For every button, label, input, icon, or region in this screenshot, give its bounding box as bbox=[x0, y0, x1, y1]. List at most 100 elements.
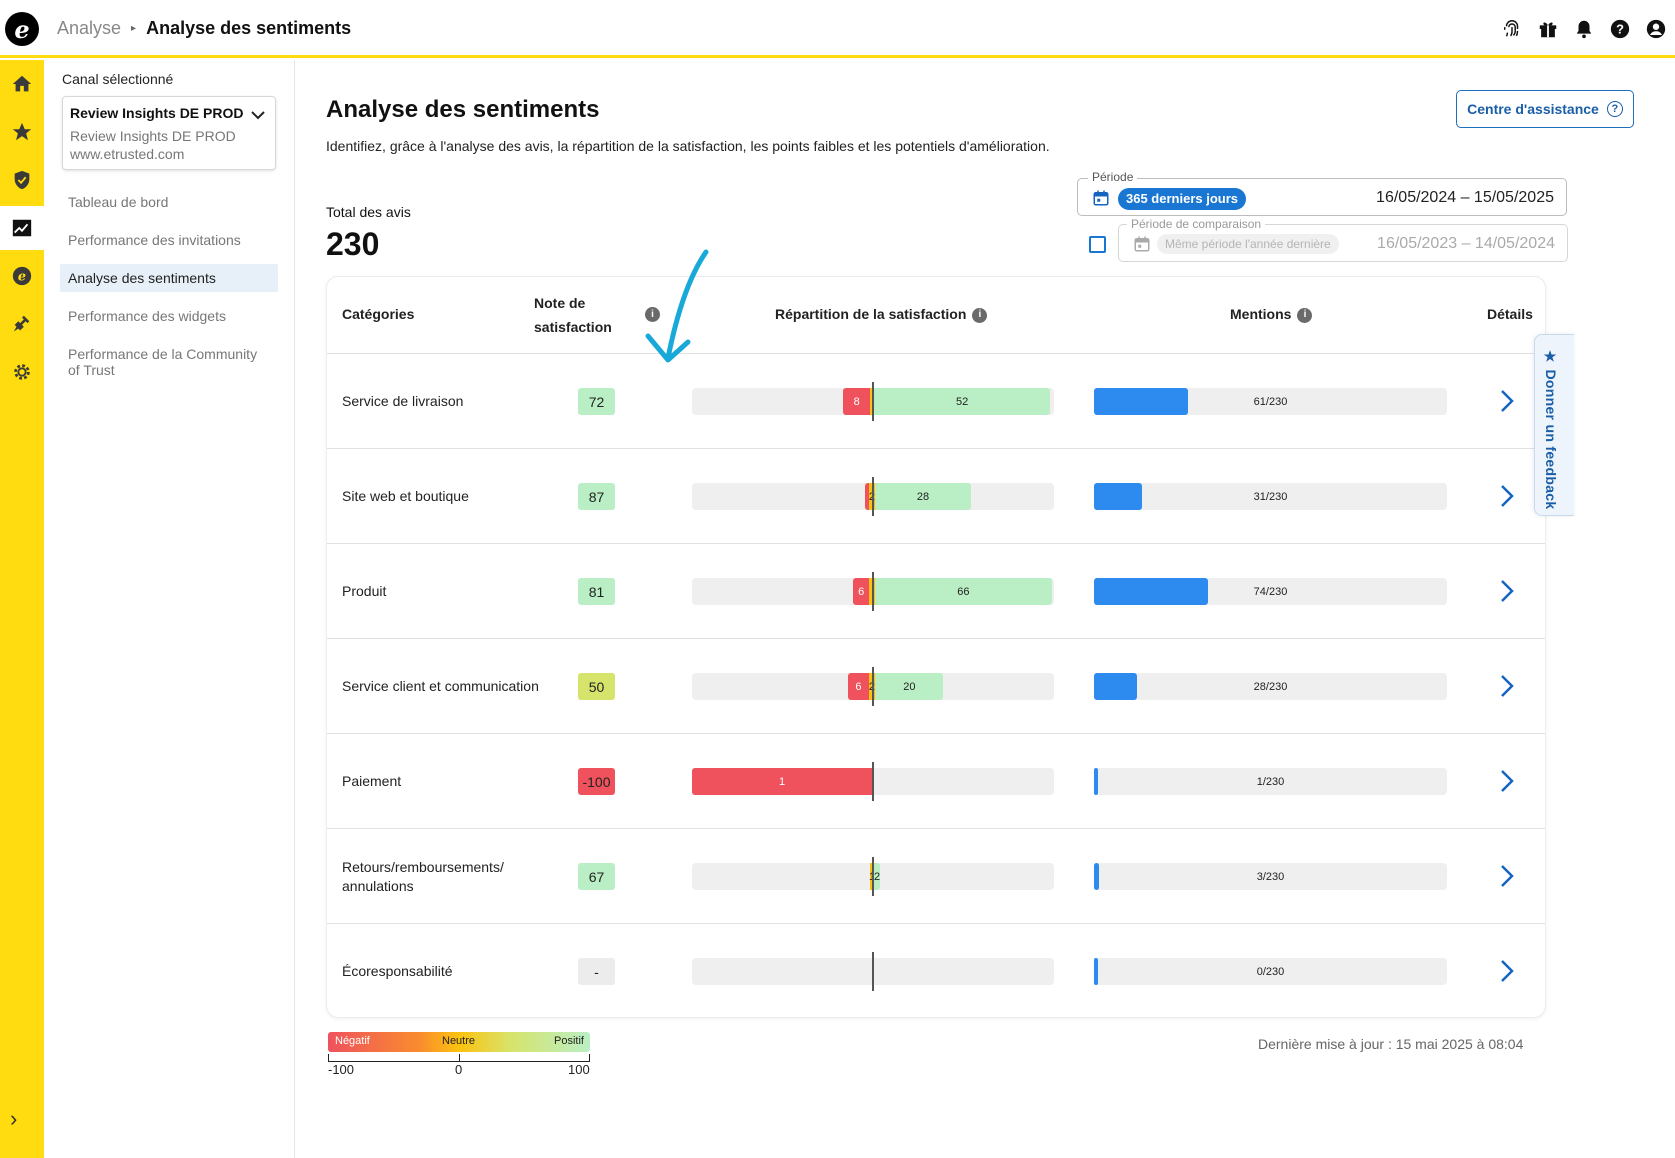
negative-segment[interactable] bbox=[865, 483, 869, 510]
gear-icon[interactable] bbox=[0, 350, 44, 394]
chevron-right-icon[interactable] bbox=[1495, 384, 1519, 418]
mentions-fill bbox=[1094, 483, 1142, 510]
sidebar-item-community[interactable]: Performance de la Community of Trust bbox=[68, 346, 258, 378]
table-row[interactable]: Site web et boutique 87 228 31/230 bbox=[327, 449, 1545, 544]
account-icon[interactable] bbox=[1645, 18, 1667, 40]
distribution-bar: 8 52 bbox=[692, 388, 1054, 415]
negative-segment[interactable]: 6 bbox=[853, 578, 870, 605]
positive-segment[interactable]: 20 bbox=[875, 673, 944, 700]
category-name: Paiement bbox=[342, 773, 402, 789]
satisfaction-score: 81 bbox=[578, 578, 615, 605]
sidebar-item-dashboard[interactable]: Tableau de bord bbox=[68, 194, 169, 210]
feedback-label: ★ Donner un feedback bbox=[1543, 349, 1559, 510]
neutral-segment[interactable] bbox=[869, 578, 875, 605]
negative-segment[interactable]: 6 bbox=[848, 673, 869, 700]
help-icon[interactable]: ? bbox=[1609, 18, 1631, 40]
distribution-midline bbox=[872, 952, 874, 991]
category-name: Écoresponsabilité bbox=[342, 963, 453, 979]
breadcrumb: Analyse ▸ Analyse des sentiments bbox=[57, 18, 351, 39]
chevron-right-icon[interactable] bbox=[1495, 954, 1519, 988]
satisfaction-score: - bbox=[578, 958, 615, 985]
category-name: Retours/remboursements/ annulations bbox=[342, 858, 504, 894]
neutral-segment[interactable] bbox=[870, 388, 874, 415]
distribution-midline bbox=[872, 477, 874, 516]
mentions-bar: 3/230 bbox=[1094, 863, 1447, 890]
negative-segment[interactable]: 1 bbox=[692, 768, 872, 795]
header-mentions: Mentions i bbox=[1230, 302, 1313, 326]
calendar-icon bbox=[1133, 235, 1151, 258]
sidebar-item-invitations[interactable]: Performance des invitations bbox=[68, 232, 241, 248]
satisfaction-score: 50 bbox=[578, 673, 615, 700]
chevron-right-icon[interactable] bbox=[1495, 764, 1519, 798]
page-description: Identifiez, grâce à l'analyse des avis, … bbox=[326, 138, 1050, 154]
expand-rail-icon[interactable]: › bbox=[10, 1106, 18, 1131]
top-bar: e Analyse ▸ Analyse des sentiments ? bbox=[0, 0, 1675, 58]
help-center-button[interactable]: Centre d'assistance ? bbox=[1456, 90, 1634, 128]
period-selector[interactable]: Période 365 derniers jours 16/05/2024 – … bbox=[1077, 170, 1567, 216]
table-header: Catégories Note de satisfaction i Répart… bbox=[327, 277, 1545, 354]
table-row[interactable]: Produit 81 6 66 74/230 bbox=[327, 544, 1545, 639]
chevron-right-icon[interactable] bbox=[1495, 669, 1519, 703]
home-icon[interactable] bbox=[0, 62, 44, 106]
coin-icon[interactable]: e bbox=[0, 254, 44, 298]
sidebar-item-sentiment[interactable]: Analyse des sentiments bbox=[60, 264, 278, 292]
fingerprint-icon[interactable] bbox=[1501, 18, 1523, 40]
positive-segment[interactable]: 28 bbox=[875, 483, 971, 510]
help-center-label: Centre d'assistance bbox=[1467, 101, 1599, 117]
top-icons: ? bbox=[1501, 18, 1667, 40]
chevron-right-icon[interactable] bbox=[1495, 479, 1519, 513]
plug-icon[interactable] bbox=[0, 302, 44, 346]
info-icon[interactable]: i bbox=[645, 307, 660, 322]
total-reviews-value: 230 bbox=[326, 226, 380, 262]
mentions-fill bbox=[1094, 958, 1098, 985]
satisfaction-score: 72 bbox=[578, 388, 615, 415]
table-row[interactable]: Écoresponsabilité - 0/230 bbox=[327, 924, 1545, 1017]
table-row[interactable]: Paiement -100 1 1/230 bbox=[327, 734, 1545, 829]
legend-neutral: Neutre bbox=[442, 1035, 476, 1047]
chevron-down-icon bbox=[251, 107, 265, 123]
feedback-tab[interactable]: ★ Donner un feedback bbox=[1534, 334, 1574, 516]
sidebar-nav: Tableau de bord Performance des invitati… bbox=[60, 188, 278, 394]
positive-segment[interactable]: 52 bbox=[873, 388, 1051, 415]
info-icon[interactable]: i bbox=[1297, 307, 1313, 323]
neutral-segment[interactable]: 2 bbox=[868, 673, 876, 700]
chevron-right-icon[interactable] bbox=[1495, 859, 1519, 893]
satisfaction-score: 87 bbox=[578, 483, 615, 510]
sentiment-table: Catégories Note de satisfaction i Répart… bbox=[326, 276, 1546, 1018]
gift-icon[interactable] bbox=[1537, 18, 1559, 40]
positive-segment[interactable]: 66 bbox=[874, 578, 1052, 605]
svg-text:?: ? bbox=[1616, 22, 1624, 37]
table-row[interactable]: Service client et communication 50 6220 28/… bbox=[327, 639, 1545, 734]
star-icon[interactable] bbox=[0, 110, 44, 154]
positive-segment[interactable]: 2 bbox=[873, 863, 881, 890]
legend-axis-tick bbox=[459, 1054, 460, 1062]
sidebar-item-widgets[interactable]: Performance des widgets bbox=[68, 308, 226, 324]
neutral-segment[interactable]: 2 bbox=[868, 483, 876, 510]
analytics-icon[interactable] bbox=[0, 206, 44, 250]
info-icon[interactable]: i bbox=[972, 307, 988, 323]
shield-icon[interactable] bbox=[0, 158, 44, 202]
chevron-right-icon[interactable] bbox=[1495, 574, 1519, 608]
comparison-chip[interactable]: Même période l'année dernière bbox=[1157, 234, 1339, 254]
header-details: Détails bbox=[1487, 306, 1533, 322]
mentions-count: 61/230 bbox=[1253, 395, 1288, 408]
bell-icon[interactable] bbox=[1573, 18, 1595, 40]
table-row[interactable]: Retours/remboursements/ annulations67123… bbox=[327, 829, 1545, 924]
table-row[interactable]: Service de livraison 72 8 52 61/230 bbox=[327, 354, 1545, 449]
mentions-count: 3/230 bbox=[1256, 870, 1285, 883]
header-distribution-label: Répartition de la satisfaction bbox=[775, 306, 967, 322]
comparison-period-selector[interactable]: Période de comparaison Même période l'an… bbox=[1118, 217, 1568, 262]
page-title: Analyse des sentiments bbox=[326, 96, 600, 123]
mentions-bar: 74/230 bbox=[1094, 578, 1447, 605]
comparison-checkbox[interactable] bbox=[1089, 236, 1106, 253]
period-legend: Période bbox=[1088, 170, 1138, 184]
negative-segment[interactable]: 8 bbox=[843, 388, 871, 415]
satisfaction-score: 67 bbox=[578, 863, 615, 890]
period-chip[interactable]: 365 derniers jours bbox=[1118, 188, 1246, 210]
breadcrumb-parent[interactable]: Analyse bbox=[57, 18, 122, 38]
trusted-shops-logo[interactable]: e bbox=[5, 12, 39, 46]
main-rail: e › bbox=[0, 60, 44, 1158]
channel-selector[interactable]: Review Insights DE PROD Review Insights … bbox=[62, 96, 276, 170]
mentions-fill bbox=[1094, 578, 1208, 605]
mentions-count: 74/230 bbox=[1253, 585, 1288, 598]
